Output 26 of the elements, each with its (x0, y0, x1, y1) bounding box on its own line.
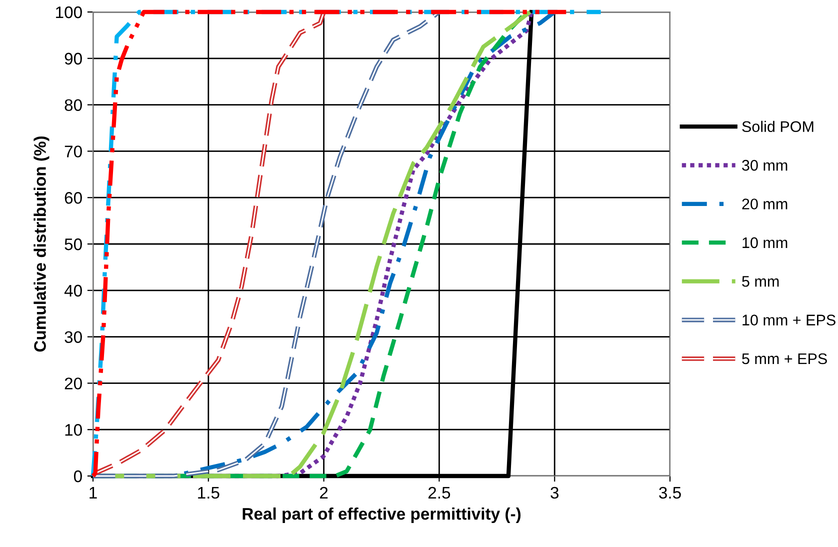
y-tick-label: 90 (64, 52, 82, 65)
legend-label: 20 mm (742, 198, 788, 210)
x-tick-label: 3.5 (659, 486, 681, 499)
y-tick-label: 50 (64, 238, 82, 250)
legend-label: 5 mm + EPS (742, 353, 827, 364)
y-tick-label: 70 (64, 146, 82, 158)
legend-label: 10 mm (742, 237, 788, 248)
y-tick-label: 80 (64, 99, 82, 112)
y-tick-label: 0 (74, 470, 82, 482)
x-tick-label: 2 (320, 486, 328, 498)
legend-label: 5 mm (742, 276, 779, 287)
y-tick-label: 20 (64, 378, 82, 390)
y-tick-label: 60 (64, 192, 82, 204)
y-tick-label: 10 (65, 424, 82, 436)
x-axis-title: Real part of effective permittivity (-) (242, 508, 521, 524)
y-tick-label: 100 (56, 6, 82, 18)
x-tick-label: 1.5 (198, 487, 220, 499)
legend-label: 30 mm (742, 160, 788, 171)
legend-label: 10 mm + EPS (742, 314, 836, 326)
y-axis-title: Cumulative distribution (%) (34, 136, 50, 352)
x-tick-label: 1 (90, 487, 97, 498)
y-tick-label: 40 (64, 284, 82, 297)
legend-label: Solid POM (742, 120, 814, 132)
x-tick-label: 3 (550, 486, 558, 499)
x-tick-label: 2.5 (428, 486, 450, 499)
y-tick-label: 30 (64, 331, 82, 344)
